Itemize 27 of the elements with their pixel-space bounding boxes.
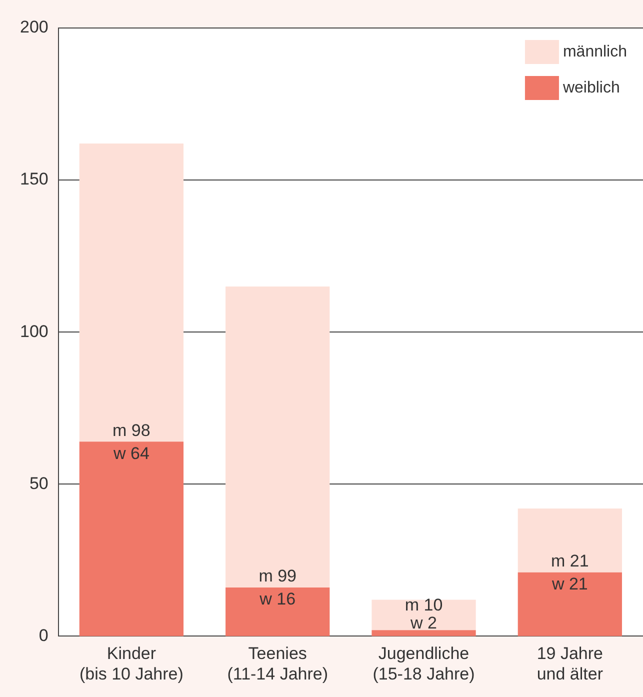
y-tick-label: 200 [20,18,48,37]
bar [79,144,184,442]
data-label: w 64 [112,444,150,463]
bar [226,286,330,588]
data-label: w 21 [550,574,588,594]
data-label: m 99 [258,566,296,586]
bar [518,572,622,636]
x-tick-label: Kinder (bis 10 Jahre) [79,644,184,684]
x-tick-label: 19 Jahre und älter [536,644,604,684]
y-tick-label: 50 [29,474,48,493]
data-label: m 21 [551,552,589,571]
bar [518,508,622,572]
legend-label: weiblich [562,79,620,96]
data-label: w 2 [410,613,437,632]
data-label: m 98 [112,420,150,440]
y-tick-label: 0 [38,626,48,645]
legend-label: männlich [562,43,627,60]
data-label: w 16 [258,590,296,609]
x-tick-label: Teenies (11-14 Jahre) [227,644,328,684]
bar [226,588,330,636]
bar [372,600,476,630]
bar [79,442,184,636]
bar [372,630,476,636]
y-tick-label: 100 [20,322,48,341]
data-label: m 10 [404,595,443,614]
y-tick-label: 150 [20,170,48,189]
x-tick-label: Jugendliche (15-18 Jahre) [372,644,475,684]
